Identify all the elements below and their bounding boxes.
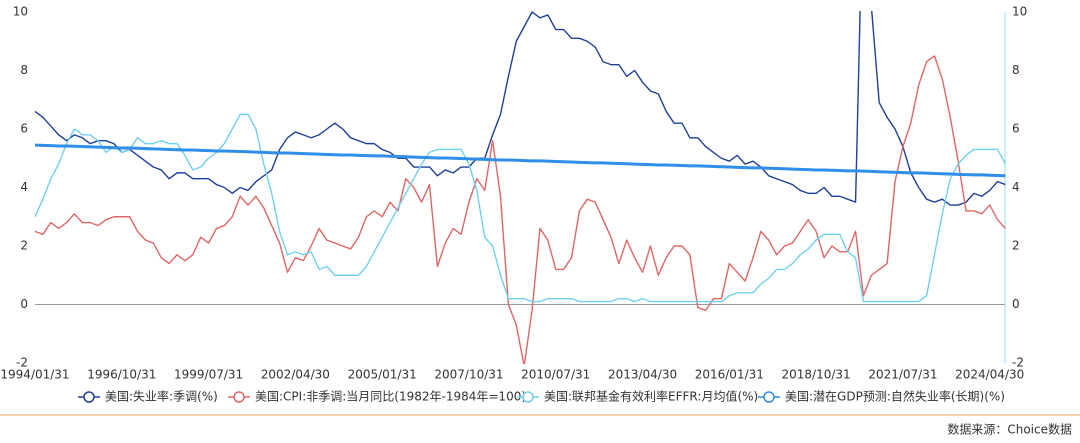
- y-tick-label: 2: [20, 239, 28, 253]
- x-tick-label: 2024/04/30: [955, 368, 1024, 382]
- x-tick-label: 1999/07/31: [174, 368, 243, 382]
- y-tick-label: 6: [20, 122, 28, 136]
- legend-swatch: [522, 391, 534, 403]
- legend-swatch: [233, 391, 245, 403]
- x-tick-label: 2005/01/31: [348, 368, 417, 382]
- y-tick-label: 4: [20, 180, 28, 194]
- legend-label: 美国:失业率:季调(%): [105, 389, 218, 404]
- legend-swatch: [763, 391, 775, 403]
- legend-swatch: [83, 391, 95, 403]
- x-tick-label: 2018/10/31: [782, 368, 851, 382]
- x-tick-label: 2013/04/30: [608, 368, 677, 382]
- legend-label: 美国:潜在GDP预测:自然失业率(长期)(%): [785, 389, 1005, 404]
- y2-tick-label: 2: [1012, 239, 1020, 253]
- y-tick-label: -2: [16, 356, 28, 370]
- y-tick-label: 8: [20, 63, 28, 77]
- y2-tick-label: 8: [1012, 63, 1020, 77]
- x-tick-label: 2021/07/31: [868, 368, 937, 382]
- x-tick-label: 2002/04/30: [261, 368, 330, 382]
- y2-tick-label: 0: [1012, 297, 1020, 311]
- x-tick-label: 2010/07/31: [521, 368, 590, 382]
- source-note: 数据来源：Choice数据: [947, 422, 1072, 437]
- x-tick-label: 2016/01/31: [695, 368, 764, 382]
- x-tick-label: 2007/10/31: [434, 368, 503, 382]
- series-line: [34, 55, 1006, 364]
- legend-label: 美国:联邦基金有效利率EFFR:月均值(%): [544, 389, 758, 404]
- plot-area: [34, 11, 1007, 364]
- x-tick-label: 1994/01/31: [0, 368, 69, 382]
- y2-tick-label: 6: [1012, 122, 1020, 136]
- series-line: [34, 143, 1006, 178]
- y2-tick-label: -2: [1012, 356, 1024, 370]
- series-line: [34, 11, 1006, 206]
- x-tick-label: 1996/10/31: [87, 368, 156, 382]
- y2-tick-label: 10: [1012, 5, 1027, 19]
- y-tick-label: 10: [13, 5, 28, 19]
- y-tick-label: 0: [20, 297, 28, 311]
- legend-label: 美国:CPI:非季调:当月同比(1982年-1984年=100): [255, 390, 526, 404]
- series-line: [34, 113, 1007, 303]
- y2-tick-label: 4: [1012, 180, 1020, 194]
